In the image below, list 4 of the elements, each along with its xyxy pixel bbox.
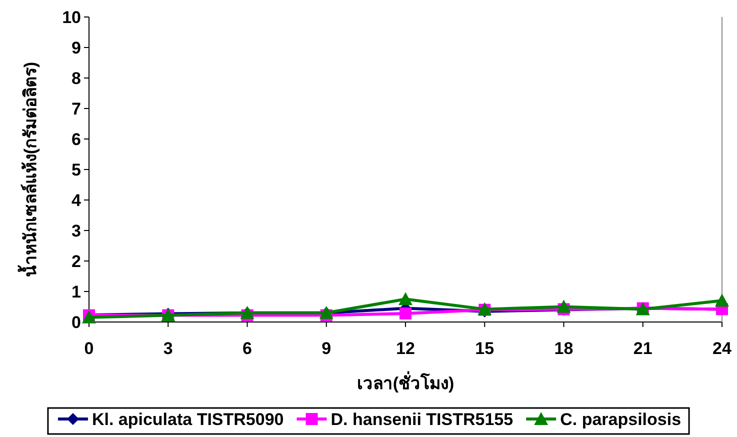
point (398, 292, 412, 306)
point (400, 307, 412, 320)
point (556, 300, 571, 313)
point (715, 294, 729, 307)
